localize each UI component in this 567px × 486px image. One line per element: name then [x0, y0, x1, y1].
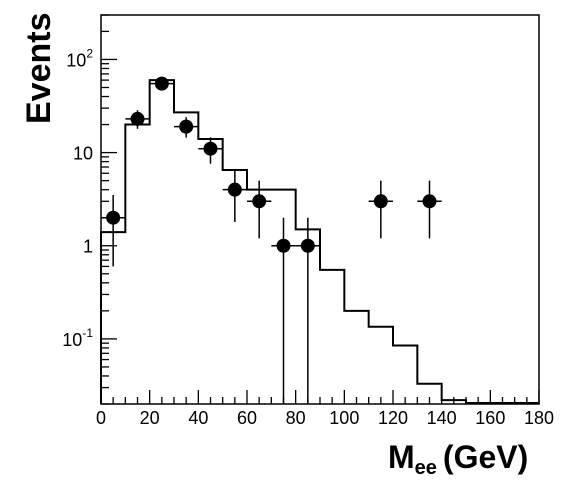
y-tick-label: 10 — [73, 144, 93, 164]
data-point — [368, 180, 393, 239]
x-tick-label: 80 — [286, 408, 306, 428]
data-point — [101, 195, 126, 267]
data-point — [271, 217, 296, 404]
data-point-marker — [179, 119, 194, 134]
x-tick-label: 100 — [329, 408, 359, 428]
data-point — [125, 110, 150, 129]
data-point-marker — [130, 111, 145, 126]
x-tick-label: 40 — [188, 408, 208, 428]
data-point-marker — [203, 141, 218, 156]
y-tick-label: 102 — [66, 46, 93, 70]
y-axis-ticks: 10-1 1 10 102 — [62, 14, 117, 405]
data-point-marker — [422, 194, 437, 209]
data-point-marker — [252, 194, 267, 209]
x-axis-title: Mee (GeV) — [388, 439, 528, 479]
y-tick-label: 1 — [83, 237, 93, 257]
data-point-marker — [106, 210, 121, 225]
data-point — [247, 180, 272, 239]
x-axis-title-main: M — [388, 439, 415, 475]
data-point-marker — [373, 194, 388, 209]
data-point — [174, 117, 199, 138]
data-point-marker — [154, 76, 169, 91]
y-tick-label: 10-1 — [62, 326, 93, 350]
histogram-line — [100, 79, 539, 405]
y-axis-title: Events — [20, 13, 58, 125]
x-tick-label: 60 — [237, 408, 257, 428]
x-axis-ticks: 0 20 40 60 80 100 120 140 160 180 — [96, 390, 554, 428]
x-tick-label: 0 — [96, 408, 106, 428]
x-tick-label: 180 — [524, 408, 554, 428]
x-axis-title-subscript: ee — [415, 457, 437, 479]
data-point-marker — [227, 182, 242, 197]
data-point-marker — [300, 238, 315, 253]
data-point — [417, 180, 442, 239]
plot-layer — [100, 76, 539, 405]
x-tick-label: 120 — [378, 408, 408, 428]
plot-frame — [100, 14, 540, 405]
x-tick-label: 140 — [427, 408, 457, 428]
data-point — [149, 76, 174, 91]
x-tick-label: 20 — [140, 408, 160, 428]
x-axis-title-unit: (GeV) — [443, 439, 528, 475]
data-point — [198, 137, 223, 164]
data-point-marker — [276, 238, 291, 253]
data-point — [295, 217, 320, 404]
x-tick-label: 160 — [475, 408, 505, 428]
data-point — [222, 170, 247, 222]
